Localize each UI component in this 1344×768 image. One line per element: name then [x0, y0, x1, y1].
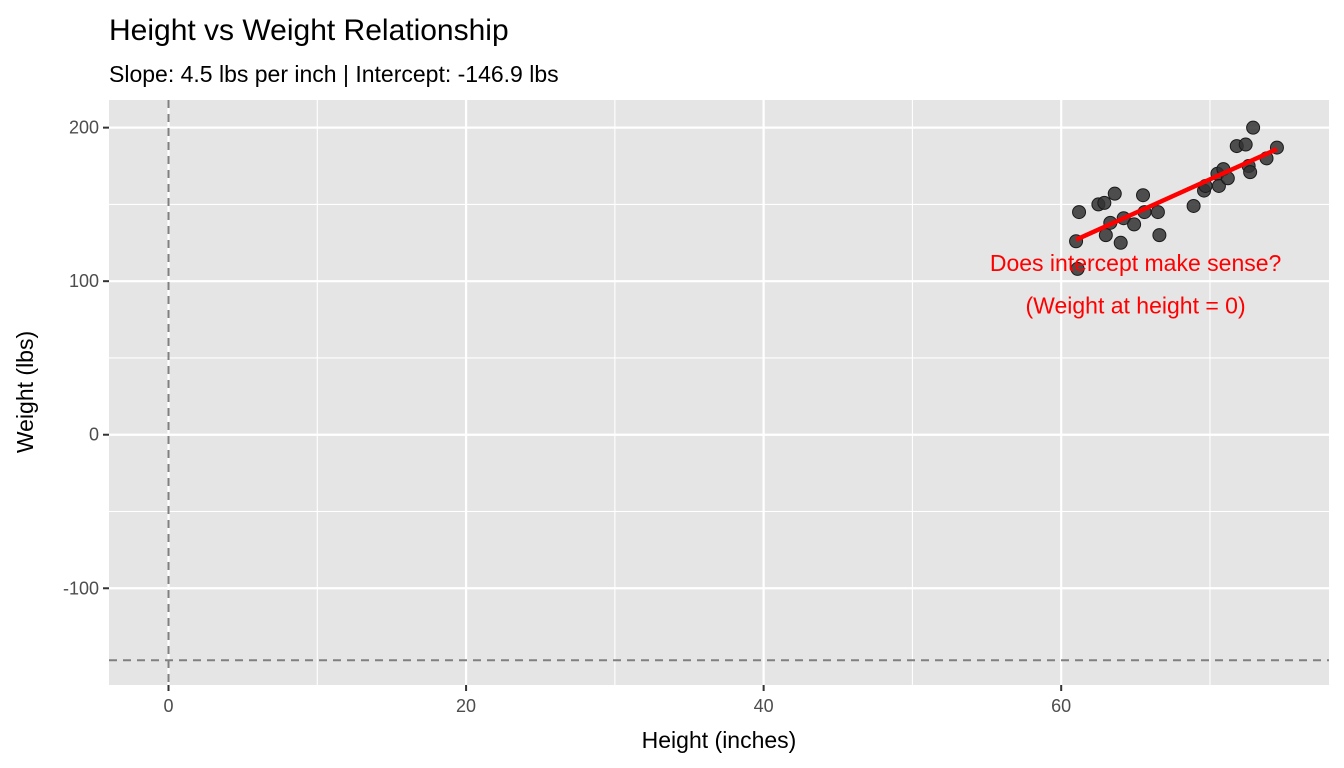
- chart-title: Height vs Weight Relationship: [109, 14, 509, 47]
- y-tick-label: 0: [89, 425, 99, 445]
- data-point: [1211, 178, 1226, 193]
- data-point: [1186, 198, 1201, 213]
- data-point: [1150, 205, 1165, 220]
- x-axis: 0 20 40 60: [164, 685, 1071, 716]
- annotation-line: Does intercept make sense?: [990, 250, 1282, 276]
- data-point: [1097, 195, 1112, 210]
- annotation: Does intercept make sense? (Weight at hei…: [990, 250, 1282, 319]
- plot-panel: [109, 100, 1329, 685]
- chart-subtitle: Slope: 4.5 lbs per inch | Intercept: -14…: [109, 61, 559, 87]
- x-axis-title: Height (inches): [642, 727, 797, 753]
- data-point: [1238, 137, 1253, 152]
- data-point: [1127, 217, 1142, 232]
- minor-gridlines: [109, 100, 1329, 685]
- regression-line-group: [1075, 147, 1278, 242]
- data-point: [1070, 261, 1085, 276]
- data-point: [1136, 188, 1151, 203]
- reference-lines: [109, 100, 1329, 685]
- x-tick-label: 20: [456, 696, 476, 716]
- x-tick-label: 40: [754, 696, 774, 716]
- data-points: [1069, 120, 1284, 276]
- regression-line: [1075, 147, 1278, 242]
- data-point: [1072, 205, 1087, 220]
- data-point: [1246, 120, 1261, 135]
- y-axis-title: Weight (lbs): [12, 331, 38, 453]
- y-tick-label: -100: [63, 578, 99, 598]
- data-point: [1243, 165, 1258, 180]
- data-point: [1113, 235, 1128, 250]
- y-tick-label: 100: [69, 271, 99, 291]
- annotation-line: (Weight at height = 0): [1026, 293, 1246, 319]
- x-tick-label: 60: [1051, 696, 1071, 716]
- y-tick-label: 200: [69, 118, 99, 138]
- major-gridlines: [109, 100, 1329, 685]
- y-axis: -100 0 100 200: [63, 118, 109, 598]
- data-point: [1107, 186, 1122, 201]
- data-point: [1152, 228, 1167, 243]
- x-tick-label: 0: [164, 696, 174, 716]
